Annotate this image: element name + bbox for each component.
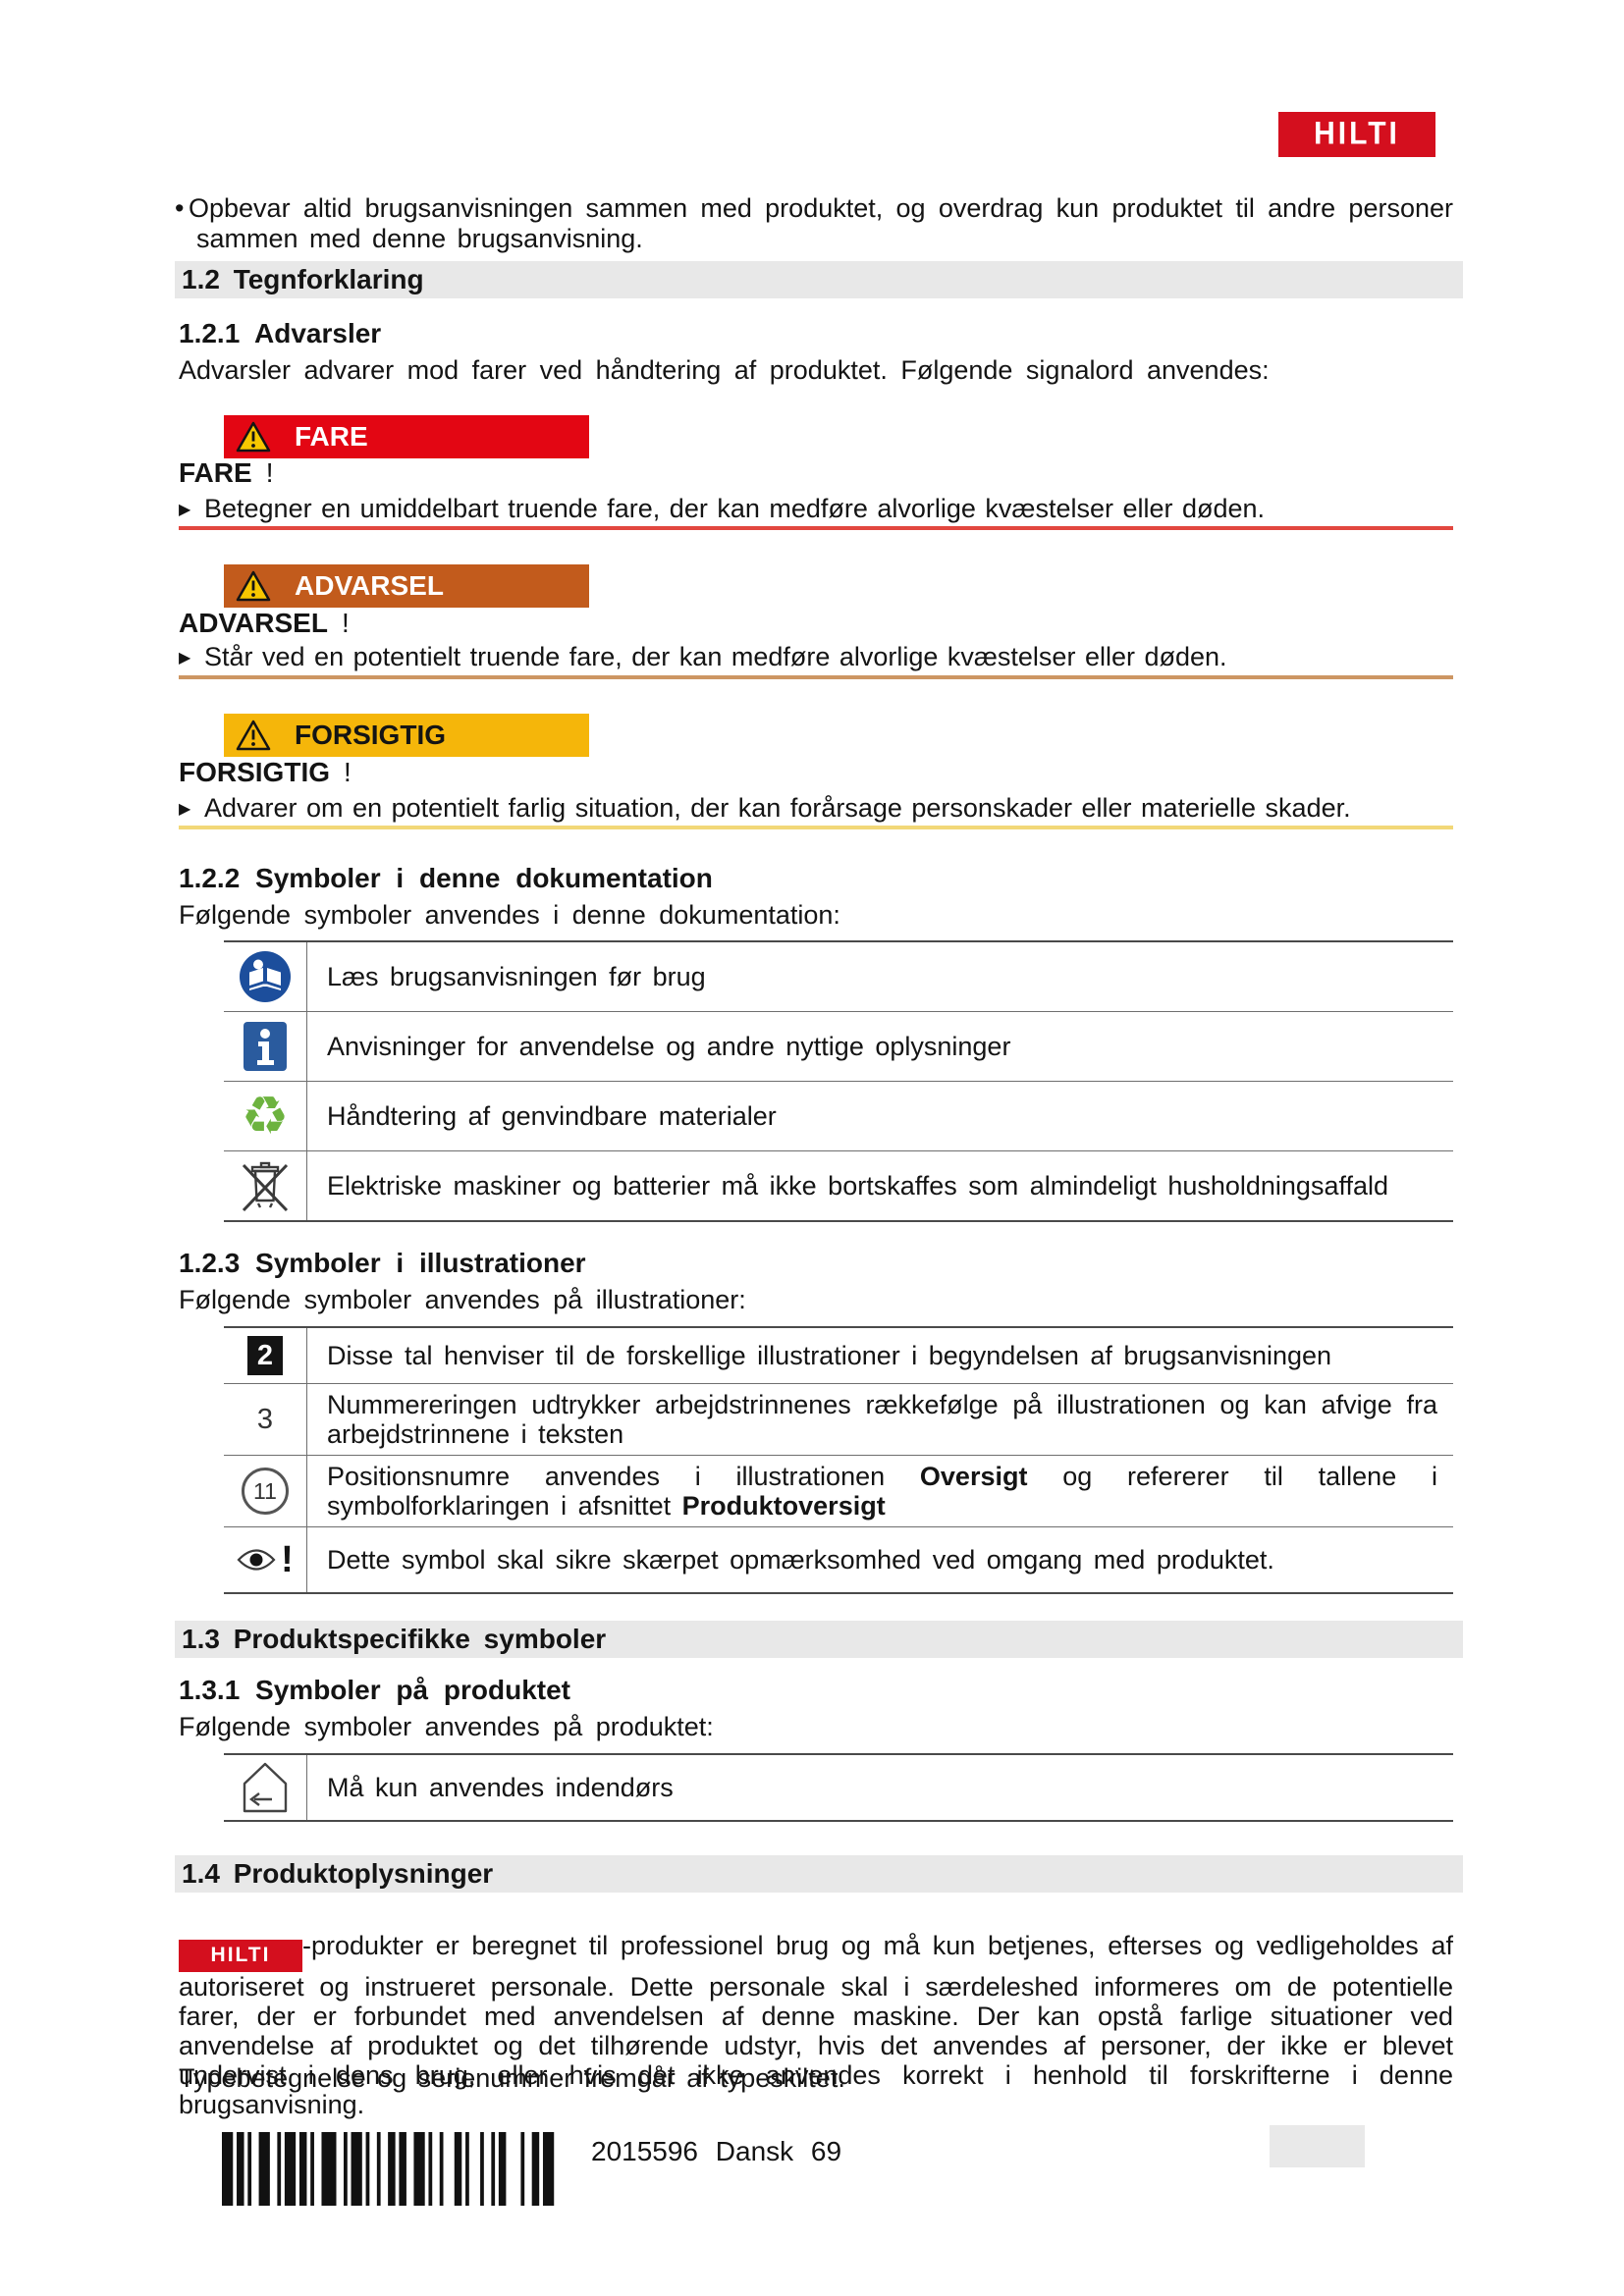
section-bar-1-2: 1.2 Tegnforklaring — [175, 261, 1463, 298]
arrow-bullet-icon: ▶ — [179, 650, 191, 667]
product-info-paragraph: HILTI -produkter er beregnet til professi… — [179, 1931, 1453, 2119]
type-designation-line: Typebetegnelse og serienummer fremgår af… — [179, 2063, 845, 2093]
table-row: Læs brugsanvisningen før brug — [224, 942, 1453, 1012]
hilti-logo-text: HILTI — [1314, 116, 1400, 152]
advarsel-box-label: ADVARSEL — [295, 570, 444, 601]
forsigtig-box-label: FORSIGTIG — [295, 720, 446, 750]
intro-text: Opbevar altid brugsanvisningen sammen me… — [189, 193, 1453, 253]
figure-number-badge: 2 — [224, 1328, 307, 1383]
recycle-icon: ♻ — [224, 1082, 307, 1150]
table-cell: Håndtering af genvindbare materialer — [307, 1082, 1453, 1150]
table-row: Elektriske maskiner og batterier må ikke… — [224, 1151, 1453, 1220]
illus-symbols-lead: Følgende symboler anvendes på illustrati… — [179, 1285, 746, 1314]
fare-signal-box: FARE — [224, 415, 589, 458]
section-bar-1-3: 1.3 Produktspecifikke symboler — [175, 1621, 1463, 1658]
indoor-use-only-icon — [224, 1755, 307, 1820]
product-symbols-table: Må kun anvendes indendørs — [224, 1753, 1453, 1822]
document-code-label: 2015596 Dansk 69 — [591, 2136, 842, 2166]
advarsel-divider — [179, 675, 1453, 679]
hilti-inline-logo: HILTI — [179, 1939, 302, 1972]
forsigtig-signal-box: FORSIGTIG — [224, 714, 589, 757]
forsigtig-divider — [179, 826, 1453, 829]
heading-1-2-2: 1.2.2 Symboler i denne dokumentation — [179, 863, 713, 893]
read-manual-icon — [224, 942, 307, 1011]
forsigtig-title: FORSIGTIG! — [179, 757, 352, 788]
advarsel-description-text: Står ved en potentielt truende fare, der… — [204, 642, 1227, 671]
table-row: 3 Nummereringen udtrykker arbejdstrinnen… — [224, 1384, 1453, 1456]
symbol-description: Læs brugsanvisningen før brug — [327, 962, 706, 991]
position-number-circle: 11 — [224, 1456, 307, 1526]
hilti-logo: HILTI — [1278, 112, 1435, 157]
table-cell: Anvisninger for anvendelse og andre nytt… — [307, 1012, 1453, 1081]
advarsler-body-text: Advarsler advarer mod farer ved håndteri… — [179, 355, 1270, 385]
advarsel-title-bang: ! — [341, 608, 350, 638]
section-bar-1-4-title: 1.4 Produktoplysninger — [182, 1858, 494, 1889]
forsigtig-description: ▶ Advarer om en potentielt farlig situati… — [179, 793, 1453, 824]
heading-1-2-3: 1.2.3 Symboler i illustrationer — [179, 1248, 586, 1278]
heading-1-2-1: 1.2.1 Advarsler — [179, 318, 382, 348]
warning-triangle-icon — [236, 570, 271, 602]
fare-title: FARE! — [179, 457, 273, 489]
product-info-text: -produkter er beregnet til professionel … — [179, 1931, 1453, 2119]
section-bar-1-3-title: 1.3 Produktspecifikke symboler — [182, 1624, 607, 1654]
intro-bullet-paragraph: • Opbevar altid brugsanvisningen sammen m… — [175, 193, 1453, 254]
symbol-description: Dette symbol skal sikre skærpet opmærkso… — [327, 1545, 1274, 1575]
table-cell: Nummereringen udtrykker arbejdstrinnenes… — [307, 1384, 1453, 1455]
table-cell: Læs brugsanvisningen før brug — [307, 942, 1453, 1011]
section-bar-1-2-title: 1.2 Tegnforklaring — [182, 264, 424, 294]
forsigtig-description-text: Advarer om en potentielt farlig situatio… — [204, 793, 1351, 823]
product-symbols-lead: Følgende symboler anvendes på produktet: — [179, 1712, 714, 1741]
eye-icon — [237, 1549, 276, 1571]
section-bar-1-4: 1.4 Produktoplysninger — [175, 1855, 1463, 1893]
symbol-description: Håndtering af genvindbare materialer — [327, 1101, 777, 1131]
heading-1-3-1: 1.3.1 Symboler på produktet — [179, 1675, 570, 1705]
doc-symbols-table: Læs brugsanvisningen før brug Anvisninge… — [224, 940, 1453, 1222]
table-row: Anvisninger for anvendelse og andre nytt… — [224, 1012, 1453, 1082]
table-row: 2 Disse tal henviser til de forskellige … — [224, 1328, 1453, 1384]
step-number: 3 — [224, 1384, 307, 1455]
illus-symbols-table: 2 Disse tal henviser til de forskellige … — [224, 1326, 1453, 1594]
page-end-marker-box — [1270, 2125, 1365, 2167]
symbol-description: Må kun anvendes indendørs — [327, 1773, 674, 1802]
bullet-dot-icon: • — [175, 193, 185, 223]
info-icon — [224, 1012, 307, 1081]
advarsel-description: ▶ Står ved en potentielt truende fare, de… — [179, 642, 1453, 672]
fare-box-label: FARE — [295, 421, 368, 452]
fare-description: ▶ Betegner en umiddelbart truende fare, d… — [179, 494, 1453, 524]
symbol-description: Elektriske maskiner og batterier må ikke… — [327, 1171, 1389, 1201]
table-row: Må kun anvendes indendørs — [224, 1755, 1453, 1820]
symbol-description: Positionsnumre anvendes i illustrationen… — [327, 1462, 1437, 1521]
table-cell: Elektriske maskiner og batterier må ikke… — [307, 1151, 1453, 1220]
table-cell: Må kun anvendes indendørs — [307, 1755, 1453, 1820]
advarsel-signal-box: ADVARSEL — [224, 564, 589, 608]
warning-triangle-icon — [236, 720, 271, 751]
table-cell: Dette symbol skal sikre skærpet opmærkso… — [307, 1527, 1453, 1592]
symbol-description: Disse tal henviser til de forskellige il… — [327, 1341, 1332, 1370]
forsigtig-title-label: FORSIGTIG — [179, 757, 330, 787]
fare-title-label: FARE — [179, 457, 252, 488]
forsigtig-title-bang: ! — [344, 757, 352, 787]
table-cell: Positionsnumre anvendes i illustrationen… — [307, 1456, 1453, 1526]
table-row: ♻ Håndtering af genvindbare materialer — [224, 1082, 1453, 1151]
arrow-bullet-icon: ▶ — [179, 502, 191, 518]
table-row: 11 Positionsnumre anvendes i illustratio… — [224, 1456, 1453, 1527]
warning-triangle-icon — [236, 421, 271, 453]
fare-description-text: Betegner en umiddelbart truende fare, de… — [204, 494, 1266, 523]
exclamation-mark: ! — [281, 1539, 294, 1580]
advarsel-title: ADVARSEL! — [179, 608, 350, 639]
table-cell: Disse tal henviser til de forskellige il… — [307, 1328, 1453, 1383]
arrow-bullet-icon: ▶ — [179, 801, 191, 818]
doc-symbols-lead: Følgende symboler anvendes i denne dokum… — [179, 900, 840, 930]
advarsel-title-label: ADVARSEL — [179, 608, 328, 638]
fare-title-bang: ! — [265, 457, 274, 488]
weee-crossed-bin-icon — [224, 1151, 307, 1220]
attention-eye-icon: ! — [224, 1527, 307, 1592]
fare-divider — [179, 526, 1453, 530]
barcode — [222, 2132, 555, 2206]
symbol-description: Nummereringen udtrykker arbejdstrinnenes… — [327, 1390, 1437, 1449]
table-row: ! Dette symbol skal sikre skærpet opmærk… — [224, 1527, 1453, 1592]
symbol-description: Anvisninger for anvendelse og andre nytt… — [327, 1032, 1011, 1061]
